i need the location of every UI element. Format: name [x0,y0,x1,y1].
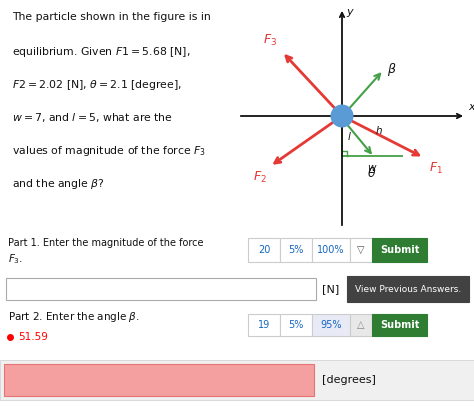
Text: Part 2. Enter the angle $\beta$.: Part 2. Enter the angle $\beta$. [8,310,140,324]
FancyBboxPatch shape [4,364,314,396]
Text: $l$: $l$ [347,130,352,142]
Text: Submit: Submit [380,320,419,330]
FancyBboxPatch shape [312,314,350,336]
Text: and the angle $\beta$?: and the angle $\beta$? [12,177,105,191]
Text: △: △ [357,320,365,330]
Text: ▽: ▽ [357,245,365,255]
Text: equilibrium. Given $F1 = 5.68$ [N],: equilibrium. Given $F1 = 5.68$ [N], [12,45,191,59]
FancyBboxPatch shape [280,238,312,262]
FancyBboxPatch shape [248,238,280,262]
Text: Submit: Submit [380,245,419,255]
Text: $F_2$: $F_2$ [253,170,267,185]
Text: $h$: $h$ [375,124,383,136]
Text: View Previous Answers.: View Previous Answers. [355,285,461,294]
FancyBboxPatch shape [6,278,316,300]
FancyBboxPatch shape [372,314,427,336]
Text: The particle shown in the figure is in: The particle shown in the figure is in [12,12,210,21]
FancyBboxPatch shape [347,276,469,302]
Text: $\beta$: $\beta$ [387,62,397,78]
Text: 51.59: 51.59 [18,332,48,342]
FancyBboxPatch shape [350,238,372,262]
Text: $F_1$: $F_1$ [429,161,443,176]
Text: 5%: 5% [288,245,304,255]
Text: $x$: $x$ [468,102,474,112]
FancyBboxPatch shape [312,238,350,262]
Text: [N]: [N] [322,284,339,294]
Text: $y$: $y$ [346,7,355,19]
Text: $F2 = 2.02$ [N], $\theta = 2.1$ [degree],: $F2 = 2.02$ [N], $\theta = 2.1$ [degree]… [12,78,182,92]
Text: $w = 7$, and $l = 5$, what are the: $w = 7$, and $l = 5$, what are the [12,111,173,123]
Text: Part 1. Enter the magnitude of the force: Part 1. Enter the magnitude of the force [8,238,203,248]
Text: values of magnitude of the force $F_3$: values of magnitude of the force $F_3$ [12,144,206,158]
Text: 5%: 5% [288,320,304,330]
FancyBboxPatch shape [372,238,427,262]
Circle shape [331,105,353,127]
Text: $w$: $w$ [367,163,377,173]
Text: 95%: 95% [320,320,342,330]
Text: 19: 19 [258,320,270,330]
FancyBboxPatch shape [280,314,312,336]
Text: 20: 20 [258,245,270,255]
FancyBboxPatch shape [248,314,280,336]
FancyBboxPatch shape [350,314,372,336]
Text: $\theta$: $\theta$ [367,166,377,180]
FancyBboxPatch shape [0,360,474,400]
Text: [degrees]: [degrees] [322,375,376,385]
Text: $F_3$: $F_3$ [263,33,277,48]
Text: $F_3$.: $F_3$. [8,252,23,266]
Text: 100%: 100% [317,245,345,255]
